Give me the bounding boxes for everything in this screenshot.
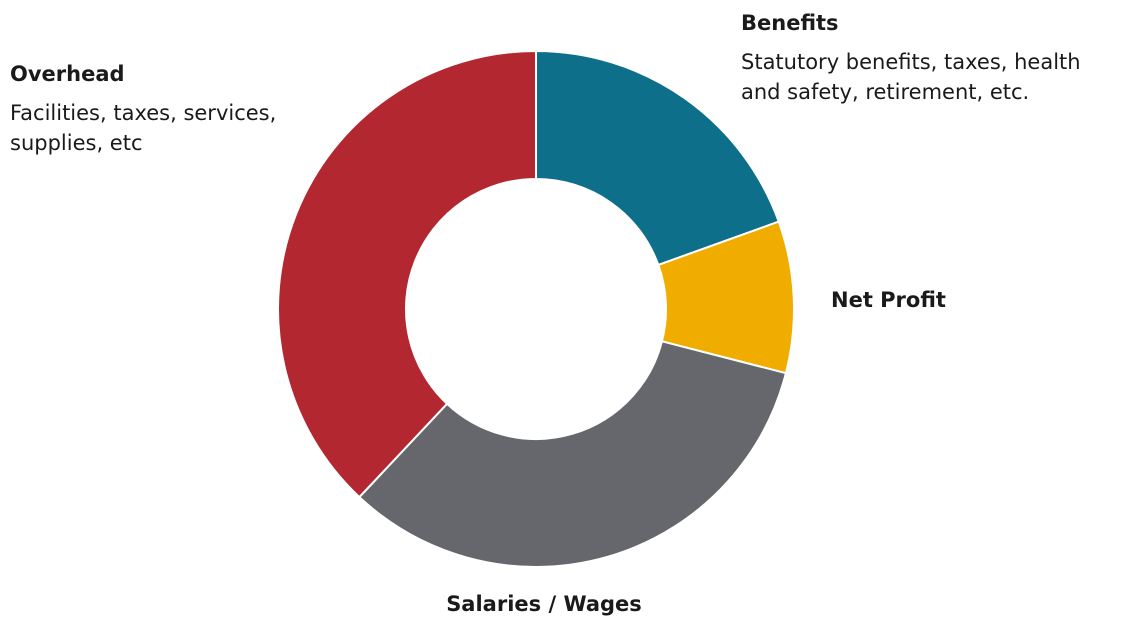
slice-benefits	[535, 49, 781, 267]
salaries-annotation: Salaries / Wages	[394, 590, 694, 618]
overhead-title: Overhead	[10, 62, 125, 86]
slice-overhead	[277, 49, 537, 499]
net-profit-annotation: Net Profit	[831, 286, 1081, 314]
overhead-description: Facilities, taxes, services, supplies, e…	[10, 101, 277, 155]
overhead-annotation: Overhead Facilities, taxes, services, su…	[10, 60, 280, 158]
salaries-title: Salaries / Wages	[446, 592, 642, 616]
benefits-annotation: Benefits Statutory benefits, taxes, heal…	[741, 9, 1121, 107]
benefits-title: Benefits	[741, 11, 839, 35]
benefits-description: Statutory benefits, taxes, health and sa…	[741, 50, 1081, 104]
slice-salaries-wages	[357, 340, 788, 568]
net-profit-title: Net Profit	[831, 288, 946, 312]
